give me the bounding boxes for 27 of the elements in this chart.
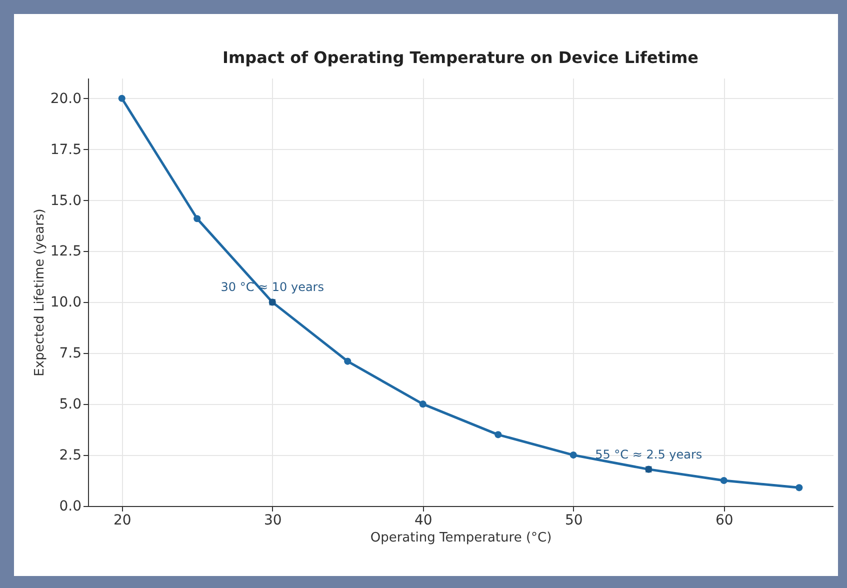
- y-tick-label: 17.5: [50, 142, 82, 158]
- point: [419, 400, 426, 408]
- y-tick-label: 2.5: [59, 448, 82, 464]
- y-axis-title: Expected Lifetime (years): [32, 208, 48, 376]
- y-tick-label: 7.5: [59, 346, 82, 362]
- x-tick-label: 50: [564, 512, 583, 528]
- point: [494, 431, 502, 438]
- point: [796, 484, 803, 492]
- point: [570, 452, 577, 459]
- x-tick-label: 20: [113, 512, 132, 528]
- chart-title: Impact of Operating Temperature on Device Lifetime: [222, 48, 699, 67]
- x-tick-label: 30: [264, 512, 282, 528]
- y-tick-label: 5.0: [59, 396, 82, 413]
- x-tick-label: 40: [414, 512, 432, 528]
- point: [344, 358, 352, 365]
- y-tick-label: 15.0: [50, 192, 82, 209]
- annotation: 55 °C ≈ 2.5 years: [595, 447, 702, 462]
- y-tick-label: 0.0: [59, 498, 82, 514]
- annotation: 30 °C ≈ 10 years: [220, 280, 324, 294]
- point: [194, 215, 201, 222]
- x-axis-title: Operating Temperature (°C): [370, 530, 552, 546]
- y-tick-label: 10.0: [50, 294, 82, 311]
- y-tick-label: 12.5: [50, 244, 82, 260]
- point: [118, 94, 126, 102]
- y-tick-label: 20.0: [50, 90, 82, 107]
- point: [720, 476, 728, 484]
- x-tick-label: 60: [715, 512, 734, 528]
